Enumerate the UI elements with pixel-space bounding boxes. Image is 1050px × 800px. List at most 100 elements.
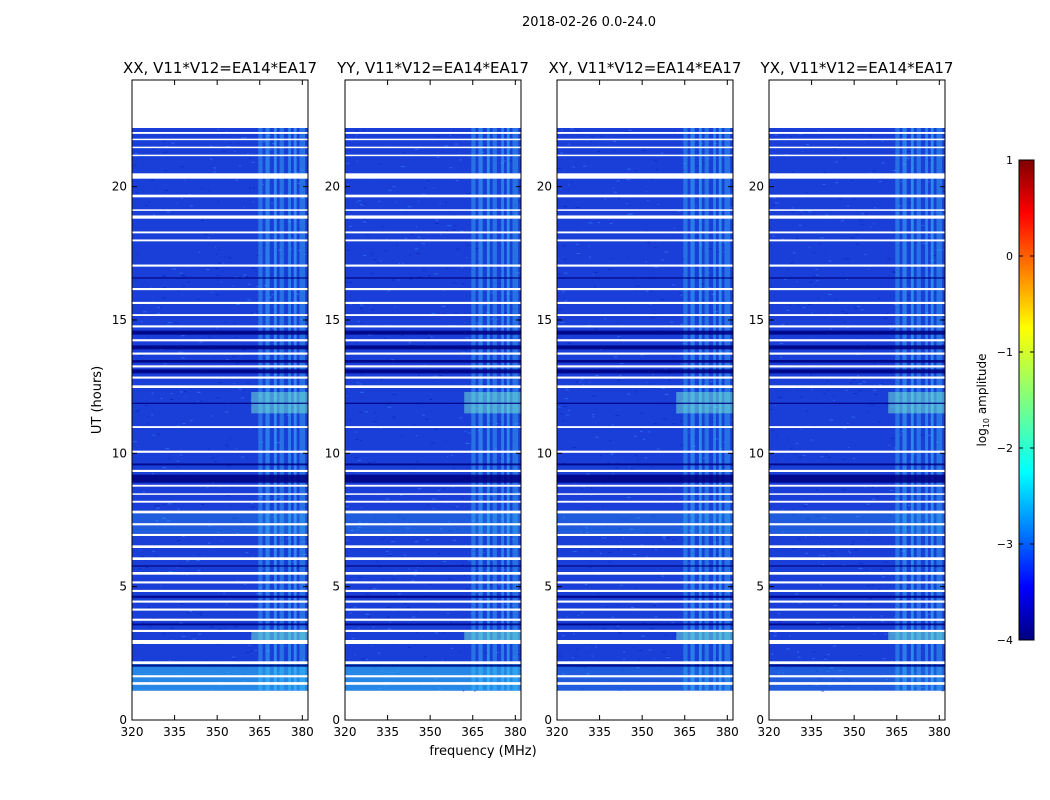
flagged-gap	[132, 352, 308, 355]
flagged-gap	[345, 173, 521, 179]
flagged-gap	[345, 557, 521, 560]
flagged-gap	[557, 572, 733, 575]
flagged-gap	[345, 484, 521, 487]
flagged-gap	[345, 682, 521, 685]
flagged-gap	[557, 510, 733, 514]
flagged-gap	[345, 450, 521, 453]
flagged-gap	[557, 365, 733, 368]
panel-3: XY, V11*V12=EA14*EA17 320 335 350 365 380 0 5 10…	[537, 59, 742, 739]
flagged-gap	[557, 640, 733, 644]
flagged-gap	[769, 352, 945, 355]
panel-title: YY, V11*V12=EA14*EA17	[336, 59, 529, 77]
rfi-burst	[464, 632, 521, 640]
x-tick-label: 380	[291, 725, 314, 739]
flagged-gap	[132, 589, 308, 592]
rfi-column	[910, 128, 914, 691]
flagged-gap	[769, 264, 945, 267]
panel-title: XY, V11*V12=EA14*EA17	[549, 59, 742, 77]
waterfall-image	[769, 128, 945, 692]
flagged-gap	[557, 493, 733, 495]
flagged-gap	[345, 545, 521, 548]
axes-frame	[768, 79, 946, 721]
rfi-column	[512, 128, 519, 691]
flagged-gap	[132, 146, 308, 149]
low-amplitude-band	[345, 330, 521, 335]
flagged-gap	[769, 450, 945, 453]
flagged-gap	[345, 675, 521, 678]
colorbar-label: log10 amplitude	[975, 354, 991, 447]
y-tick-label: 5	[119, 580, 127, 594]
low-amplitude-band	[132, 277, 308, 279]
flagged-gap	[345, 231, 521, 234]
rfi-column	[492, 128, 497, 691]
y-tick-label: 20	[325, 180, 340, 194]
y-tick-label: 20	[749, 180, 764, 194]
flagged-gap	[557, 484, 733, 487]
low-amplitude-band	[557, 369, 733, 374]
flagged-gap	[132, 132, 308, 134]
low-amplitude-band	[132, 369, 308, 374]
flagged-gap	[557, 600, 733, 603]
flagged-gap	[345, 500, 521, 503]
low-amplitude-band	[132, 474, 308, 483]
flagged-gap	[769, 288, 945, 291]
flagged-gap	[557, 325, 733, 328]
panel-2: YY, V11*V12=EA14*EA17 320 335 350 365 380 0 5 10…	[325, 59, 529, 739]
flagged-gap	[557, 661, 733, 664]
flagged-gap	[132, 426, 308, 428]
flagged-gap	[345, 132, 521, 134]
flagged-gap	[769, 209, 945, 211]
low-amplitude-band	[557, 595, 733, 598]
x-tick-label: 335	[376, 725, 399, 739]
x-tick-label: 320	[546, 725, 569, 739]
flagged-gap	[769, 533, 945, 536]
flagged-gap	[769, 661, 945, 664]
flagged-gap	[132, 510, 308, 514]
rfi-column	[698, 128, 702, 691]
flagged-gap	[132, 215, 308, 219]
rfi-column	[925, 128, 928, 691]
flagged-gap	[345, 523, 521, 526]
flagged-gap	[557, 545, 733, 548]
y-axis-label: UT (hours)	[90, 366, 105, 434]
panel-title: XX, V11*V12=EA14*EA17	[123, 59, 317, 77]
flagged-gap	[132, 325, 308, 328]
y-tick-label: 10	[112, 446, 127, 460]
low-amplitude-band	[345, 664, 521, 667]
flagged-gap	[132, 194, 308, 198]
flagged-gap	[132, 608, 308, 611]
y-tick-label: 10	[325, 446, 340, 460]
flagged-gap	[557, 469, 733, 472]
flagged-gap	[345, 533, 521, 536]
low-amplitude-band	[345, 595, 521, 598]
flagged-gap	[769, 138, 945, 141]
low-amplitude-band	[769, 565, 945, 567]
low-amplitude-band	[345, 345, 521, 350]
rfi-column	[704, 128, 709, 691]
low-amplitude-band	[557, 565, 733, 567]
flagged-gap	[769, 484, 945, 487]
low-amplitude-band	[769, 360, 945, 363]
flagged-gap	[132, 264, 308, 267]
flagged-gap	[345, 239, 521, 242]
flagged-gap	[769, 173, 945, 179]
elevated-band	[557, 512, 733, 534]
low-amplitude-band	[769, 595, 945, 598]
colorbar-label-subscript: 10	[982, 418, 991, 428]
flagged-gap	[557, 138, 733, 141]
y-tick-label: 5	[544, 580, 552, 594]
low-amplitude-band	[769, 474, 945, 483]
x-tick-label: 335	[588, 725, 611, 739]
flagged-gap	[769, 469, 945, 472]
rfi-column	[258, 128, 263, 691]
flagged-gap	[345, 661, 521, 664]
flagged-gap	[557, 589, 733, 592]
low-amplitude-band	[345, 277, 521, 279]
rfi-column	[690, 128, 695, 691]
low-amplitude-band	[557, 330, 733, 335]
low-amplitude-band	[132, 664, 308, 667]
y-tick-label: 15	[537, 313, 552, 327]
flagged-gap	[345, 194, 521, 198]
flagged-gap	[345, 365, 521, 368]
flagged-gap	[345, 215, 521, 219]
